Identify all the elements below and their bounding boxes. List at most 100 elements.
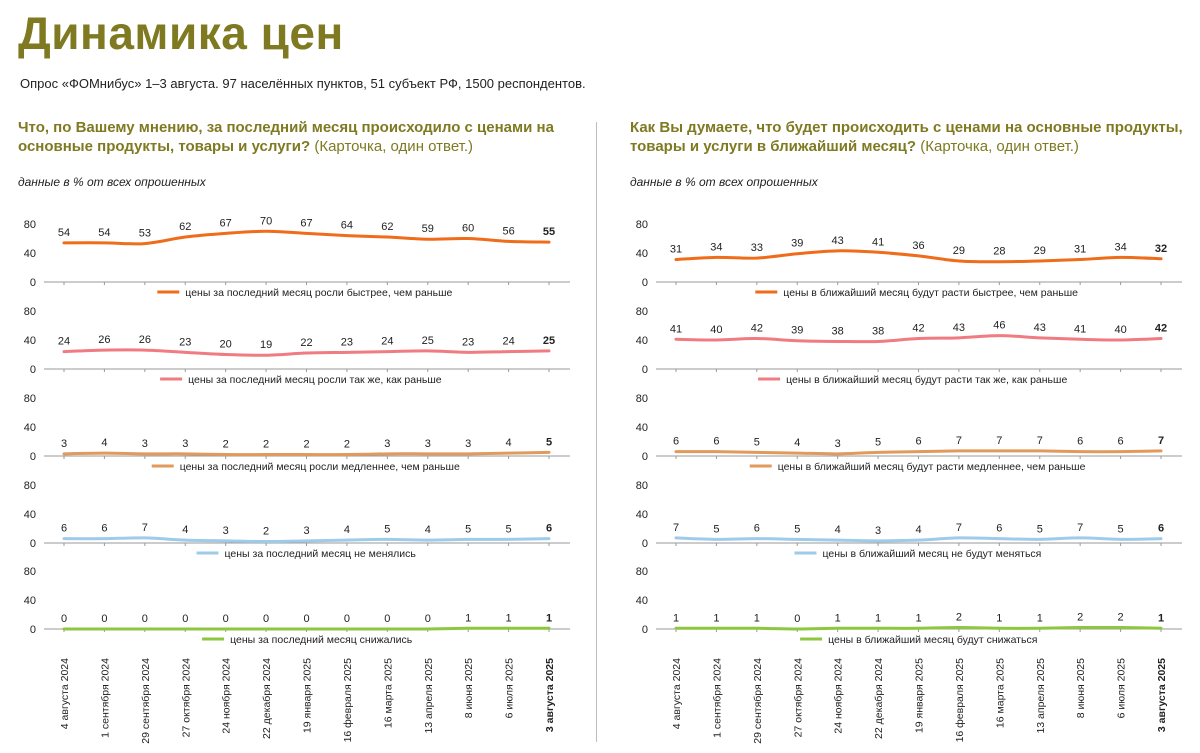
series-line — [62, 536, 551, 544]
data-label: 7 — [956, 522, 962, 534]
question-title-future: Как Вы думаете, что будет происходить с … — [630, 118, 1190, 156]
data-label: 2 — [303, 439, 309, 451]
data-label: 5 — [546, 436, 552, 448]
x-tick-label: 6 июля 2025 — [1116, 658, 1128, 719]
data-label: 23 — [179, 336, 191, 348]
data-label: 31 — [1074, 244, 1086, 256]
data-label: 6 — [673, 436, 679, 448]
x-tick-label: 24 ноября 2024 — [833, 658, 845, 734]
data-label: 6 — [1118, 436, 1124, 448]
data-label: 1 — [465, 612, 471, 624]
data-label: 0 — [384, 613, 390, 625]
x-tick-label: 27 октября 2024 — [792, 658, 804, 738]
legend-item: цены в ближайший месяц не будут меняться — [794, 548, 1042, 560]
data-label: 0 — [425, 613, 431, 625]
data-label: 7 — [996, 435, 1002, 447]
data-label: 4 — [794, 437, 800, 449]
data-label: 0 — [794, 613, 800, 625]
x-tick-label: 13 апреля 2025 — [423, 658, 435, 734]
x-tick-label: 19 января 2025 — [302, 658, 314, 733]
y-tick-label: 40 — [24, 422, 36, 434]
data-label: 67 — [220, 217, 232, 229]
data-label: 4 — [425, 524, 431, 536]
question-note: (Карточка, один ответ.) — [314, 138, 474, 155]
data-label: 53 — [139, 228, 151, 240]
y-tick-label: 0 — [642, 364, 648, 376]
data-label: 42 — [912, 323, 924, 335]
data-label: 39 — [791, 238, 803, 250]
legend-item: цены за последний месяц не менялись — [196, 548, 416, 560]
data-label: 1 — [673, 612, 679, 624]
data-label: 0 — [61, 613, 67, 625]
y-tick-label: 80 — [24, 393, 36, 405]
x-tick-label: 19 января 2025 — [914, 658, 926, 733]
series-line — [62, 450, 551, 457]
data-label: 7 — [956, 435, 962, 447]
series-line — [62, 348, 551, 357]
legend-label: цены за последний месяц росли медленнее,… — [180, 461, 460, 473]
data-label: 6 — [754, 523, 760, 535]
data-label: 54 — [58, 227, 70, 239]
y-tick-label: 0 — [642, 624, 648, 636]
subchart-3: 0 40 80 7 5 6 5 4 3 4 7 6 5 7 5 6 цены в ближайший месяц… — [636, 480, 1182, 560]
y-tick-label: 40 — [24, 595, 36, 607]
x-tick-label: 3 августа 2025 — [544, 658, 556, 732]
data-label: 2 — [223, 439, 229, 451]
x-tick-label: 16 февраля 2025 — [954, 658, 966, 743]
data-label: 26 — [98, 334, 110, 346]
x-tick-label: 29 сентября 2024 — [140, 658, 152, 744]
legend-item: цены за последний месяц росли так же, ка… — [160, 374, 442, 386]
data-label: 3 — [875, 525, 881, 537]
x-tick-label: 16 марта 2025 — [994, 658, 1006, 728]
data-label: 6 — [101, 523, 107, 535]
question-title-past: Что, по Вашему мнению, за последний меся… — [18, 118, 578, 156]
data-label: 4 — [101, 437, 107, 449]
legend-item: цены за последний месяц снижались — [202, 634, 413, 646]
data-label: 3 — [425, 438, 431, 450]
legend-item: цены в ближайший месяц будут снижаться — [800, 634, 1037, 646]
legend-label: цены за последний месяц росли быстрее, ч… — [185, 287, 452, 299]
survey-subtitle: Опрос «ФОМнибус» 1–3 августа. 97 населён… — [20, 76, 586, 91]
series-line — [62, 626, 551, 631]
data-label: 4 — [915, 524, 921, 536]
x-tick-label: 8 июня 2025 — [1075, 658, 1087, 718]
data-label: 31 — [670, 244, 682, 256]
data-label: 20 — [220, 339, 232, 351]
data-label: 1 — [835, 612, 841, 624]
x-tick-label: 1 сентября 2024 — [711, 658, 723, 738]
legend-label: цены в ближайший месяц будут расти быстр… — [783, 287, 1078, 299]
data-label: 5 — [384, 523, 390, 535]
y-tick-label: 0 — [30, 538, 36, 550]
data-label: 34 — [710, 241, 722, 253]
data-label: 1 — [1158, 612, 1164, 624]
data-label: 54 — [98, 227, 110, 239]
series-line — [674, 334, 1163, 344]
data-label: 5 — [506, 523, 512, 535]
data-note: данные в % от всех опрошенных — [18, 175, 206, 189]
data-label: 62 — [179, 221, 191, 233]
data-label: 2 — [1118, 612, 1124, 624]
data-label: 2 — [263, 526, 269, 538]
data-label: 24 — [381, 336, 393, 348]
x-tick-label: 16 февраля 2025 — [342, 658, 354, 743]
data-label: 42 — [1155, 323, 1167, 335]
data-label: 43 — [832, 235, 844, 247]
legend-label: цены в ближайший месяц не будут меняться — [823, 548, 1042, 560]
y-tick-label: 40 — [636, 248, 648, 260]
data-label: 7 — [1077, 522, 1083, 534]
legend-item: цены в ближайший месяц будут расти медле… — [749, 461, 1086, 473]
data-label: 23 — [341, 336, 353, 348]
data-label: 6 — [546, 523, 552, 535]
legend-label: цены в ближайший месяц будут снижаться — [828, 634, 1037, 646]
data-label: 0 — [263, 613, 269, 625]
data-label: 3 — [61, 438, 67, 450]
data-label: 24 — [58, 336, 70, 348]
y-tick-label: 0 — [30, 451, 36, 463]
y-tick-label: 40 — [636, 422, 648, 434]
page-title: Динамика цен — [18, 7, 344, 59]
x-tick-label: 6 июля 2025 — [504, 658, 516, 719]
data-label: 1 — [875, 612, 881, 624]
data-label: 25 — [422, 335, 434, 347]
